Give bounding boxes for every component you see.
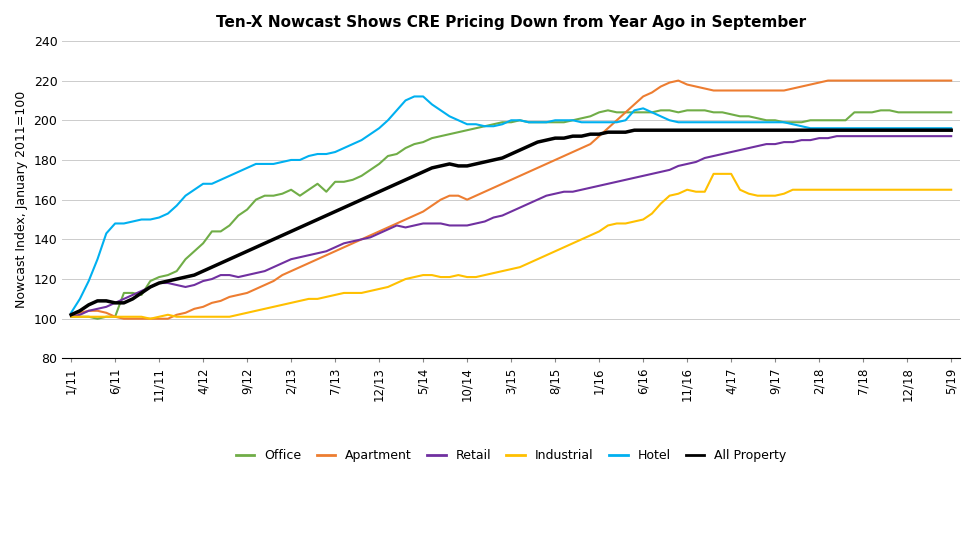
Hotel bbox=[734, 119, 746, 126]
Hotel bbox=[479, 123, 490, 129]
Apartment bbox=[946, 78, 957, 84]
Legend: Office, Apartment, Retail, Industrial, Hotel, All Property: Office, Apartment, Retail, Industrial, H… bbox=[231, 444, 792, 467]
Retail bbox=[65, 313, 77, 320]
All Property bbox=[127, 295, 138, 302]
Office bbox=[603, 107, 614, 114]
All Property bbox=[690, 127, 702, 133]
Hotel bbox=[65, 310, 77, 316]
All Property bbox=[286, 228, 297, 235]
Retail bbox=[831, 133, 842, 139]
Office bbox=[946, 109, 957, 116]
Hotel bbox=[286, 157, 297, 163]
Office bbox=[136, 292, 147, 298]
Industrial bbox=[743, 191, 755, 197]
Retail bbox=[946, 133, 957, 139]
All Property bbox=[470, 161, 482, 167]
Industrial bbox=[603, 222, 614, 229]
All Property bbox=[734, 127, 746, 133]
Apartment bbox=[699, 85, 711, 92]
Apartment bbox=[65, 311, 77, 318]
Line: Apartment: Apartment bbox=[71, 81, 952, 319]
Line: Office: Office bbox=[71, 110, 952, 319]
Line: All Property: All Property bbox=[71, 130, 952, 314]
Industrial bbox=[127, 313, 138, 320]
All Property bbox=[629, 127, 641, 133]
Apartment bbox=[673, 78, 684, 84]
Office bbox=[743, 113, 755, 120]
Hotel bbox=[946, 125, 957, 132]
Title: Ten-X Nowcast Shows CRE Pricing Down from Year Ago in September: Ten-X Nowcast Shows CRE Pricing Down fro… bbox=[216, 15, 806, 30]
Office bbox=[294, 192, 306, 199]
Industrial bbox=[65, 313, 77, 320]
Office bbox=[92, 316, 103, 322]
Apartment bbox=[479, 188, 490, 195]
All Property bbox=[946, 127, 957, 133]
Retail bbox=[286, 256, 297, 263]
Industrial bbox=[144, 316, 156, 322]
Retail bbox=[127, 292, 138, 298]
Apartment bbox=[603, 125, 614, 132]
Apartment bbox=[294, 264, 306, 270]
Industrial bbox=[690, 188, 702, 195]
Apartment bbox=[743, 87, 755, 94]
Hotel bbox=[409, 93, 420, 100]
Industrial bbox=[479, 272, 490, 278]
Line: Hotel: Hotel bbox=[71, 97, 952, 313]
Hotel bbox=[127, 218, 138, 225]
Office bbox=[479, 123, 490, 129]
Retail bbox=[594, 182, 605, 189]
Line: Industrial: Industrial bbox=[71, 174, 952, 319]
Retail bbox=[725, 149, 737, 155]
All Property bbox=[594, 131, 605, 138]
Office bbox=[611, 109, 623, 116]
Apartment bbox=[118, 316, 130, 322]
All Property bbox=[65, 311, 77, 318]
Office bbox=[65, 313, 77, 320]
Hotel bbox=[603, 119, 614, 126]
Retail bbox=[682, 161, 693, 167]
Industrial bbox=[708, 170, 720, 177]
Apartment bbox=[136, 316, 147, 322]
Hotel bbox=[690, 119, 702, 126]
Office bbox=[699, 107, 711, 114]
Y-axis label: Nowcast Index, January 2011=100: Nowcast Index, January 2011=100 bbox=[15, 91, 28, 308]
Line: Retail: Retail bbox=[71, 136, 952, 317]
Retail bbox=[470, 220, 482, 227]
Industrial bbox=[946, 186, 957, 193]
Industrial bbox=[294, 298, 306, 304]
